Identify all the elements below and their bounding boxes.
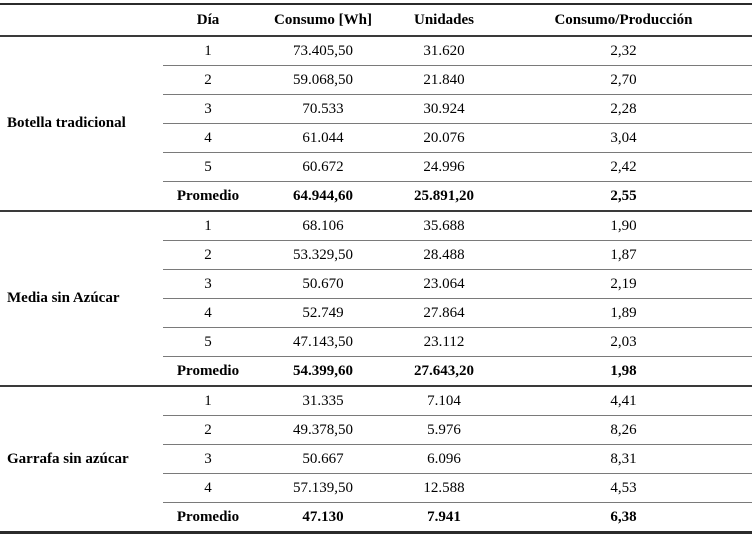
cell-dia: 3 — [163, 269, 253, 299]
cell-dia: 2 — [163, 415, 253, 445]
consumption-table: Día Consumo [Wh] Unidades Consumo/Produc… — [0, 3, 752, 534]
cell-unidades: 7.941 — [393, 502, 495, 534]
table-row: 5 47.143,50 23.112 2,03 — [0, 327, 752, 357]
cell-consumo: 50.667 — [253, 444, 393, 474]
cell-dia: 1 — [163, 36, 253, 66]
cell-consumo: 53.329,50 — [253, 240, 393, 270]
cell-ratio: 2,70 — [495, 65, 752, 95]
cell-unidades: 27.864 — [393, 298, 495, 328]
cell-dia: 2 — [163, 65, 253, 95]
cell-unidades: 5.976 — [393, 415, 495, 445]
cell-ratio: 2,03 — [495, 327, 752, 357]
header-consumo: Consumo [Wh] — [253, 4, 393, 37]
table-header: Día Consumo [Wh] Unidades Consumo/Produc… — [0, 4, 752, 37]
cell-ratio: 6,38 — [495, 502, 752, 534]
cell-unidades: 20.076 — [393, 123, 495, 153]
table-row: 4 52.749 27.864 1,89 — [0, 298, 752, 328]
cell-unidades: 24.996 — [393, 152, 495, 182]
cell-consumo: 54.399,60 — [253, 356, 393, 387]
table-row: Botella tradicional 1 73.405,50 31.620 2,32 — [0, 36, 752, 212]
cell-consumo: 68.106 — [253, 211, 393, 241]
table-row: Promedio 64.944,60 25.891,20 2,55 — [0, 181, 752, 212]
cell-consumo: 47.130 — [253, 502, 393, 534]
cell-unidades: 21.840 — [393, 65, 495, 95]
cell-ratio: 1,98 — [495, 356, 752, 387]
table-row: 4 61.044 20.076 3,04 — [0, 123, 752, 153]
cell-ratio: 3,04 — [495, 123, 752, 153]
cell-ratio: 1,89 — [495, 298, 752, 328]
table-row: 3 50.670 23.064 2,19 — [0, 269, 752, 299]
cell-dia: 3 — [163, 94, 253, 124]
cell-ratio: 2,55 — [495, 181, 752, 212]
cell-ratio: 4,53 — [495, 473, 752, 503]
table-row: 5 60.672 24.996 2,42 — [0, 152, 752, 182]
cell-ratio: 8,26 — [495, 415, 752, 445]
header-unidades: Unidades — [393, 4, 495, 37]
table-row: Media sin Azúcar 1 68.106 35.688 1,90 — [0, 211, 752, 387]
table-row: 4 57.139,50 12.588 4,53 — [0, 473, 752, 503]
cell-ratio: 4,41 — [495, 386, 752, 416]
cell-consumo: 73.405,50 — [253, 36, 393, 66]
cell-unidades: 6.096 — [393, 444, 495, 474]
cell-ratio: 2,32 — [495, 36, 752, 66]
header-corner-cell — [0, 4, 163, 37]
cell-dia: 3 — [163, 444, 253, 474]
table-row: Promedio 47.130 7.941 6,38 — [0, 502, 752, 534]
cell-consumo: 52.749 — [253, 298, 393, 328]
cell-dia: 5 — [163, 327, 253, 357]
cell-consumo: 61.044 — [253, 123, 393, 153]
cell-unidades: 28.488 — [393, 240, 495, 270]
cell-unidades: 23.112 — [393, 327, 495, 357]
cell-unidades: 7.104 — [393, 386, 495, 416]
table-body: Botella tradicional 1 73.405,50 31.620 2,32 2… — [0, 36, 752, 534]
table-row: 3 70.533 30.924 2,28 — [0, 94, 752, 124]
cell-unidades: 25.891,20 — [393, 181, 495, 212]
table-row: 3 50.667 6.096 8,31 — [0, 444, 752, 474]
cell-dia: 4 — [163, 298, 253, 328]
cell-unidades: 27.643,20 — [393, 356, 495, 387]
cell-consumo: 64.944,60 — [253, 181, 393, 212]
cell-ratio: 2,42 — [495, 152, 752, 182]
cell-consumo: 47.143,50 — [253, 327, 393, 357]
table-row: Garrafa sin azúcar 1 31.335 7.104 4,41 — [0, 386, 752, 534]
table-row: 2 59.068,50 21.840 2,70 — [0, 65, 752, 95]
cell-ratio: 2,19 — [495, 269, 752, 299]
cell-consumo: 50.670 — [253, 269, 393, 299]
group-label: Media sin Azúcar — [0, 211, 163, 387]
cell-dia: 1 — [163, 211, 253, 241]
cell-ratio: 2,28 — [495, 94, 752, 124]
cell-unidades: 30.924 — [393, 94, 495, 124]
cell-dia: 4 — [163, 473, 253, 503]
table-row: 2 49.378,50 5.976 8,26 — [0, 415, 752, 445]
cell-unidades: 23.064 — [393, 269, 495, 299]
cell-ratio: 1,90 — [495, 211, 752, 241]
cell-consumo: 31.335 — [253, 386, 393, 416]
cell-dia: 5 — [163, 152, 253, 182]
cell-unidades: 12.588 — [393, 473, 495, 503]
cell-ratio: 1,87 — [495, 240, 752, 270]
cell-consumo: 70.533 — [253, 94, 393, 124]
table-row: Promedio 54.399,60 27.643,20 1,98 — [0, 356, 752, 387]
cell-ratio: 8,31 — [495, 444, 752, 474]
cell-dia: Promedio — [163, 502, 253, 534]
cell-dia: Promedio — [163, 181, 253, 212]
cell-dia: Promedio — [163, 356, 253, 387]
cell-consumo: 57.139,50 — [253, 473, 393, 503]
cell-unidades: 31.620 — [393, 36, 495, 66]
cell-dia: 2 — [163, 240, 253, 270]
cell-dia: 4 — [163, 123, 253, 153]
cell-dia: 1 — [163, 386, 253, 416]
cell-consumo: 59.068,50 — [253, 65, 393, 95]
table-row: 2 53.329,50 28.488 1,87 — [0, 240, 752, 270]
header-dia: Día — [163, 4, 253, 37]
group-label: Botella tradicional — [0, 36, 163, 212]
header-row: Día Consumo [Wh] Unidades Consumo/Produc… — [0, 4, 752, 37]
cell-consumo: 60.672 — [253, 152, 393, 182]
header-ratio: Consumo/Producción — [495, 4, 752, 37]
cell-consumo: 49.378,50 — [253, 415, 393, 445]
cell-unidades: 35.688 — [393, 211, 495, 241]
group-label: Garrafa sin azúcar — [0, 386, 163, 534]
